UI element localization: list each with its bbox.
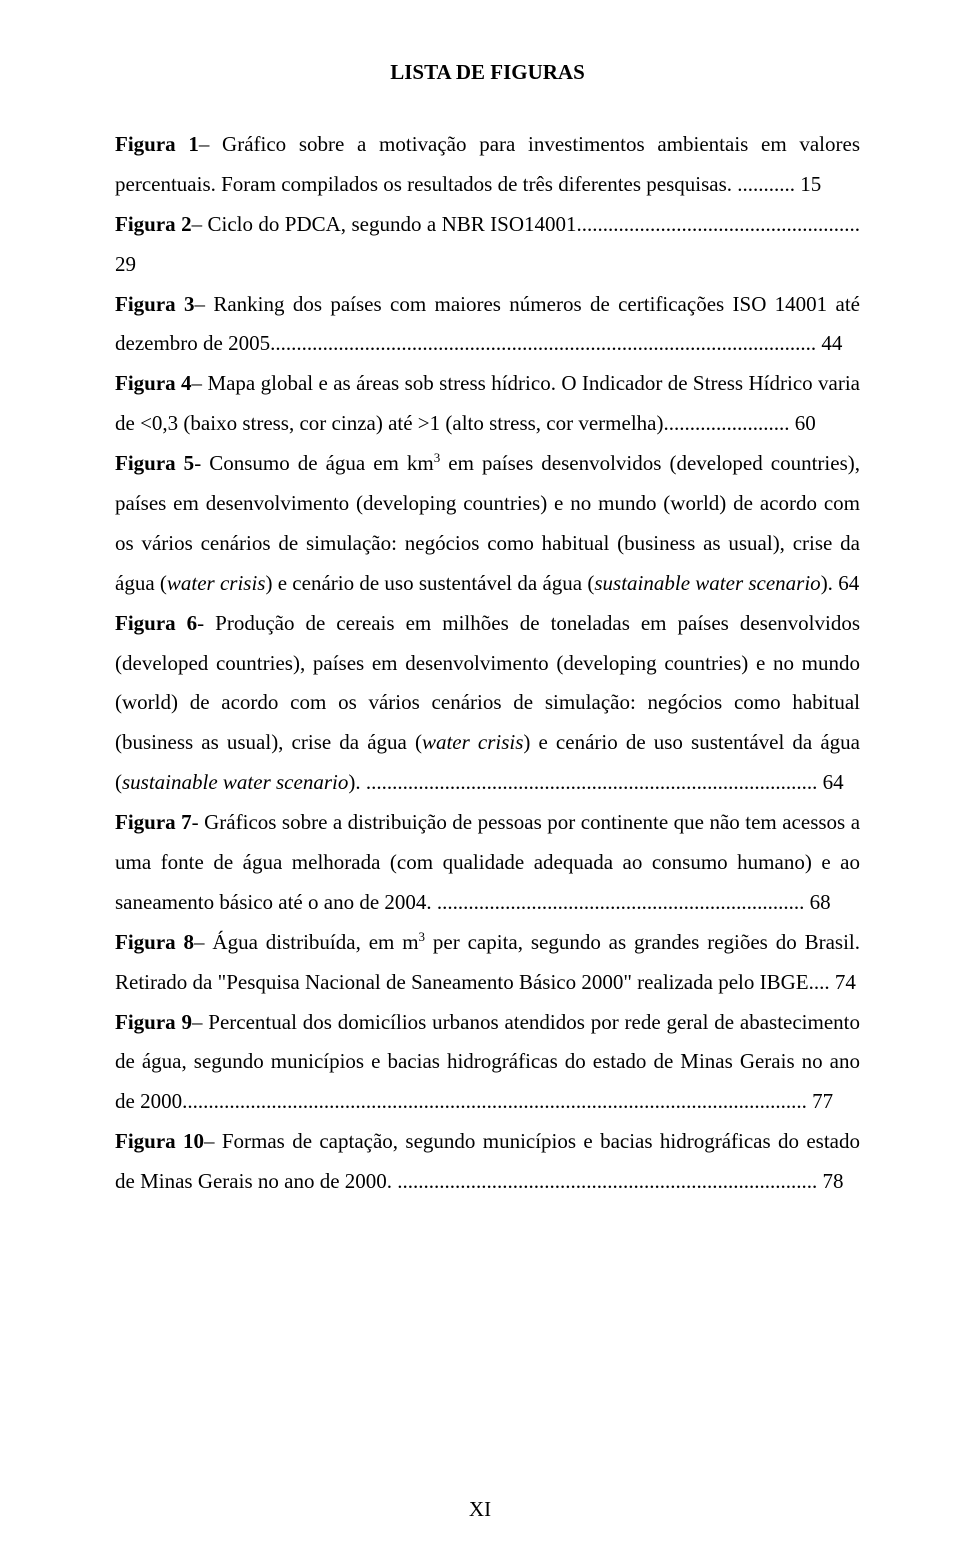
page-title: LISTA DE FIGURAS bbox=[115, 60, 860, 85]
figure-page: 29 bbox=[115, 252, 136, 276]
figure-entry-8: Figura 8– Água distribuída, em m3 per ca… bbox=[115, 923, 860, 1003]
dots: ........................................… bbox=[582, 212, 860, 236]
sep: – bbox=[195, 292, 214, 316]
figure-page: 44 bbox=[821, 331, 842, 355]
figure-entry-4: Figura 4– Mapa global e as áreas sob str… bbox=[115, 364, 860, 444]
dots: ........... bbox=[732, 172, 800, 196]
figure-page: 15 bbox=[800, 172, 821, 196]
figure-text-italic: water crisis bbox=[422, 730, 523, 754]
figure-label: Figura 3 bbox=[115, 292, 195, 316]
dots: ........................................… bbox=[361, 770, 823, 794]
figure-label: Figura 10 bbox=[115, 1129, 204, 1153]
figure-page: 60 bbox=[795, 411, 816, 435]
dots: ........................................… bbox=[432, 890, 810, 914]
figure-page: 64 bbox=[823, 770, 844, 794]
figure-text-italic: water crisis bbox=[167, 571, 266, 595]
figure-text: ) e cenário de uso sustentável da água ( bbox=[265, 571, 594, 595]
figure-label: Figura 8 bbox=[115, 930, 194, 954]
figure-entry-5: Figura 5- Consumo de água em km3 em país… bbox=[115, 444, 860, 604]
sep: - bbox=[192, 810, 204, 834]
figure-text: ). bbox=[821, 571, 839, 595]
dots: ........................................… bbox=[392, 1169, 823, 1193]
figure-page: 64 bbox=[838, 571, 859, 595]
sep: – bbox=[192, 1010, 208, 1034]
figure-entry-10: Figura 10– Formas de captação, segundo m… bbox=[115, 1122, 860, 1202]
figure-label: Figura 9 bbox=[115, 1010, 192, 1034]
figure-entry-6: Figura 6- Produção de cereais em milhões… bbox=[115, 604, 860, 803]
page-number: XI bbox=[0, 1497, 960, 1522]
dots: ........................................… bbox=[275, 331, 821, 355]
figure-entry-3: Figura 3– Ranking dos países com maiores… bbox=[115, 285, 860, 365]
dots: ........................................… bbox=[187, 1089, 812, 1113]
sep: – bbox=[204, 1129, 222, 1153]
sep: – bbox=[194, 930, 212, 954]
figure-entry-2: Figura 2– Ciclo do PDCA, segundo a NBR I… bbox=[115, 205, 860, 285]
dots: ... bbox=[814, 970, 835, 994]
figure-text: Consumo de água em km bbox=[209, 451, 434, 475]
figure-label: Figura 4 bbox=[115, 371, 192, 395]
figure-text: ). bbox=[348, 770, 360, 794]
figure-text: Água distribuída, em m bbox=[212, 930, 418, 954]
figure-label: Figura 6 bbox=[115, 611, 197, 635]
figure-text-italic: sustainable water scenario bbox=[122, 770, 348, 794]
figure-text-italic: sustainable water scenario bbox=[594, 571, 820, 595]
figure-text: Ciclo do PDCA, segundo a NBR ISO14001. bbox=[207, 212, 581, 236]
figure-label: Figura 2 bbox=[115, 212, 192, 236]
dots: ....................... bbox=[669, 411, 795, 435]
figure-entry-9: Figura 9– Percentual dos domicílios urba… bbox=[115, 1003, 860, 1123]
figure-label: Figura 5 bbox=[115, 451, 194, 475]
figure-page: 74 bbox=[835, 970, 856, 994]
figure-page: 68 bbox=[810, 890, 831, 914]
figure-page: 77 bbox=[812, 1089, 833, 1113]
sep: - bbox=[197, 611, 215, 635]
sep: – bbox=[192, 371, 208, 395]
sep: - bbox=[194, 451, 209, 475]
sep: – bbox=[199, 132, 222, 156]
figure-page: 78 bbox=[823, 1169, 844, 1193]
sep: – bbox=[192, 212, 208, 236]
page: LISTA DE FIGURAS Figura 1– Gráfico sobre… bbox=[0, 0, 960, 1562]
figure-entry-1: Figura 1– Gráfico sobre a motivação para… bbox=[115, 125, 860, 205]
figure-label: Figura 7 bbox=[115, 810, 192, 834]
figure-label: Figura 1 bbox=[115, 132, 199, 156]
figure-entry-7: Figura 7- Gráficos sobre a distribuição … bbox=[115, 803, 860, 923]
